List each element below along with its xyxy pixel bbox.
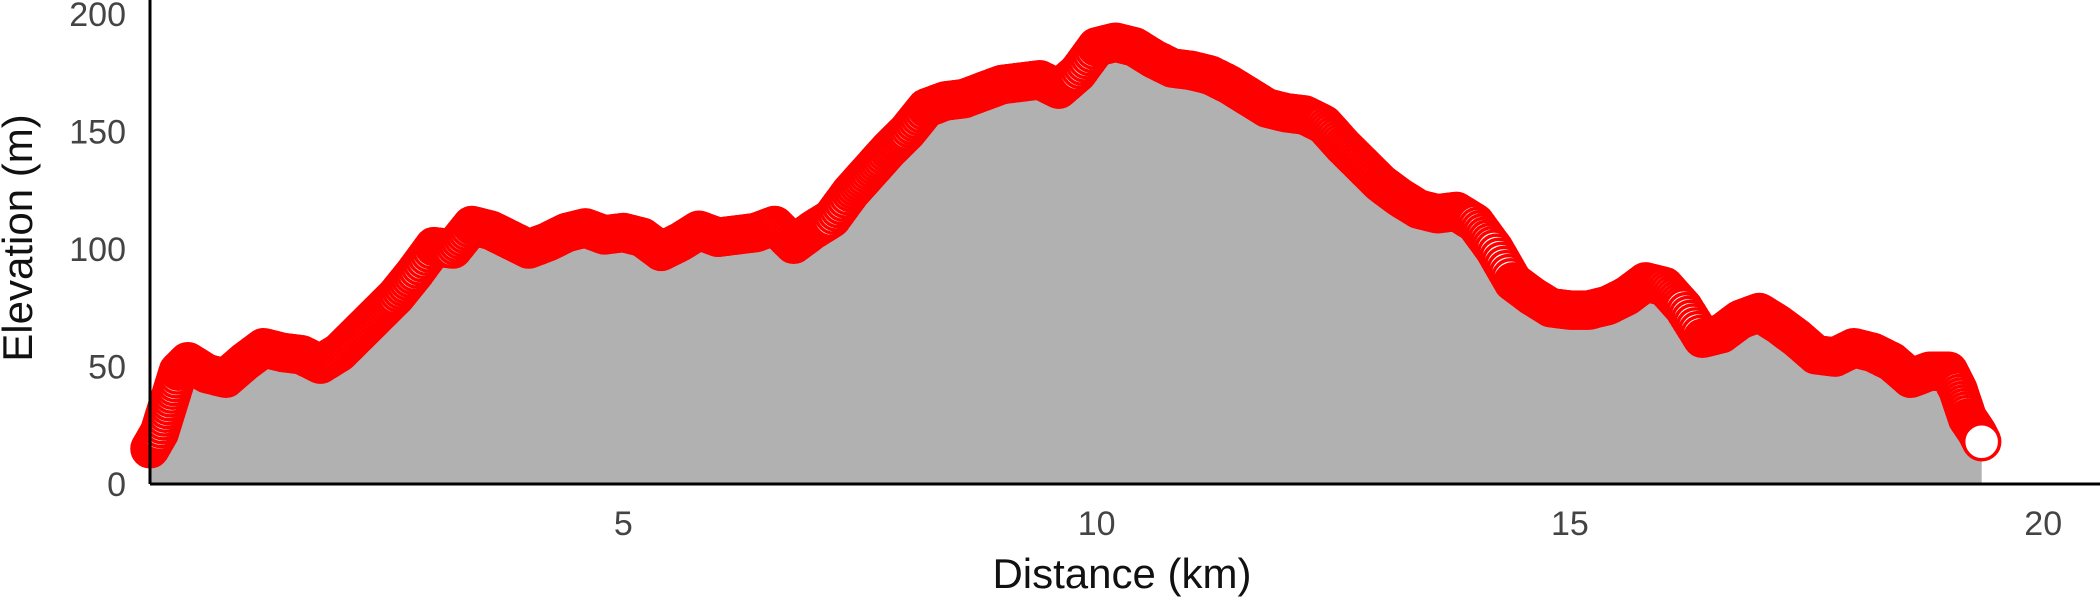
y-tick-label: 0 — [107, 466, 126, 504]
x-axis-title: Distance (km) — [992, 550, 1251, 597]
y-tick-label: 100 — [69, 231, 126, 269]
y-tick-label: 50 — [88, 349, 126, 387]
area-layer — [150, 42, 1982, 484]
marker-layer — [130, 22, 2002, 469]
axes-layer — [148, 0, 2100, 486]
y-axis-title: Elevation (m) — [0, 114, 41, 361]
y-tick-label: 200 — [69, 0, 126, 34]
x-tick-labels: 5 10 15 20 — [614, 505, 2062, 543]
elevation-area — [150, 42, 1982, 484]
y-tick-label: 150 — [69, 114, 126, 152]
endpoint-marker — [1961, 421, 2002, 462]
x-tick-label: 20 — [2024, 505, 2062, 543]
x-tick-label: 15 — [1551, 505, 1589, 543]
y-tick-labels: 0 50 100 150 200 — [69, 0, 126, 504]
x-tick-label: 10 — [1078, 505, 1116, 543]
x-tick-label: 5 — [614, 505, 633, 543]
